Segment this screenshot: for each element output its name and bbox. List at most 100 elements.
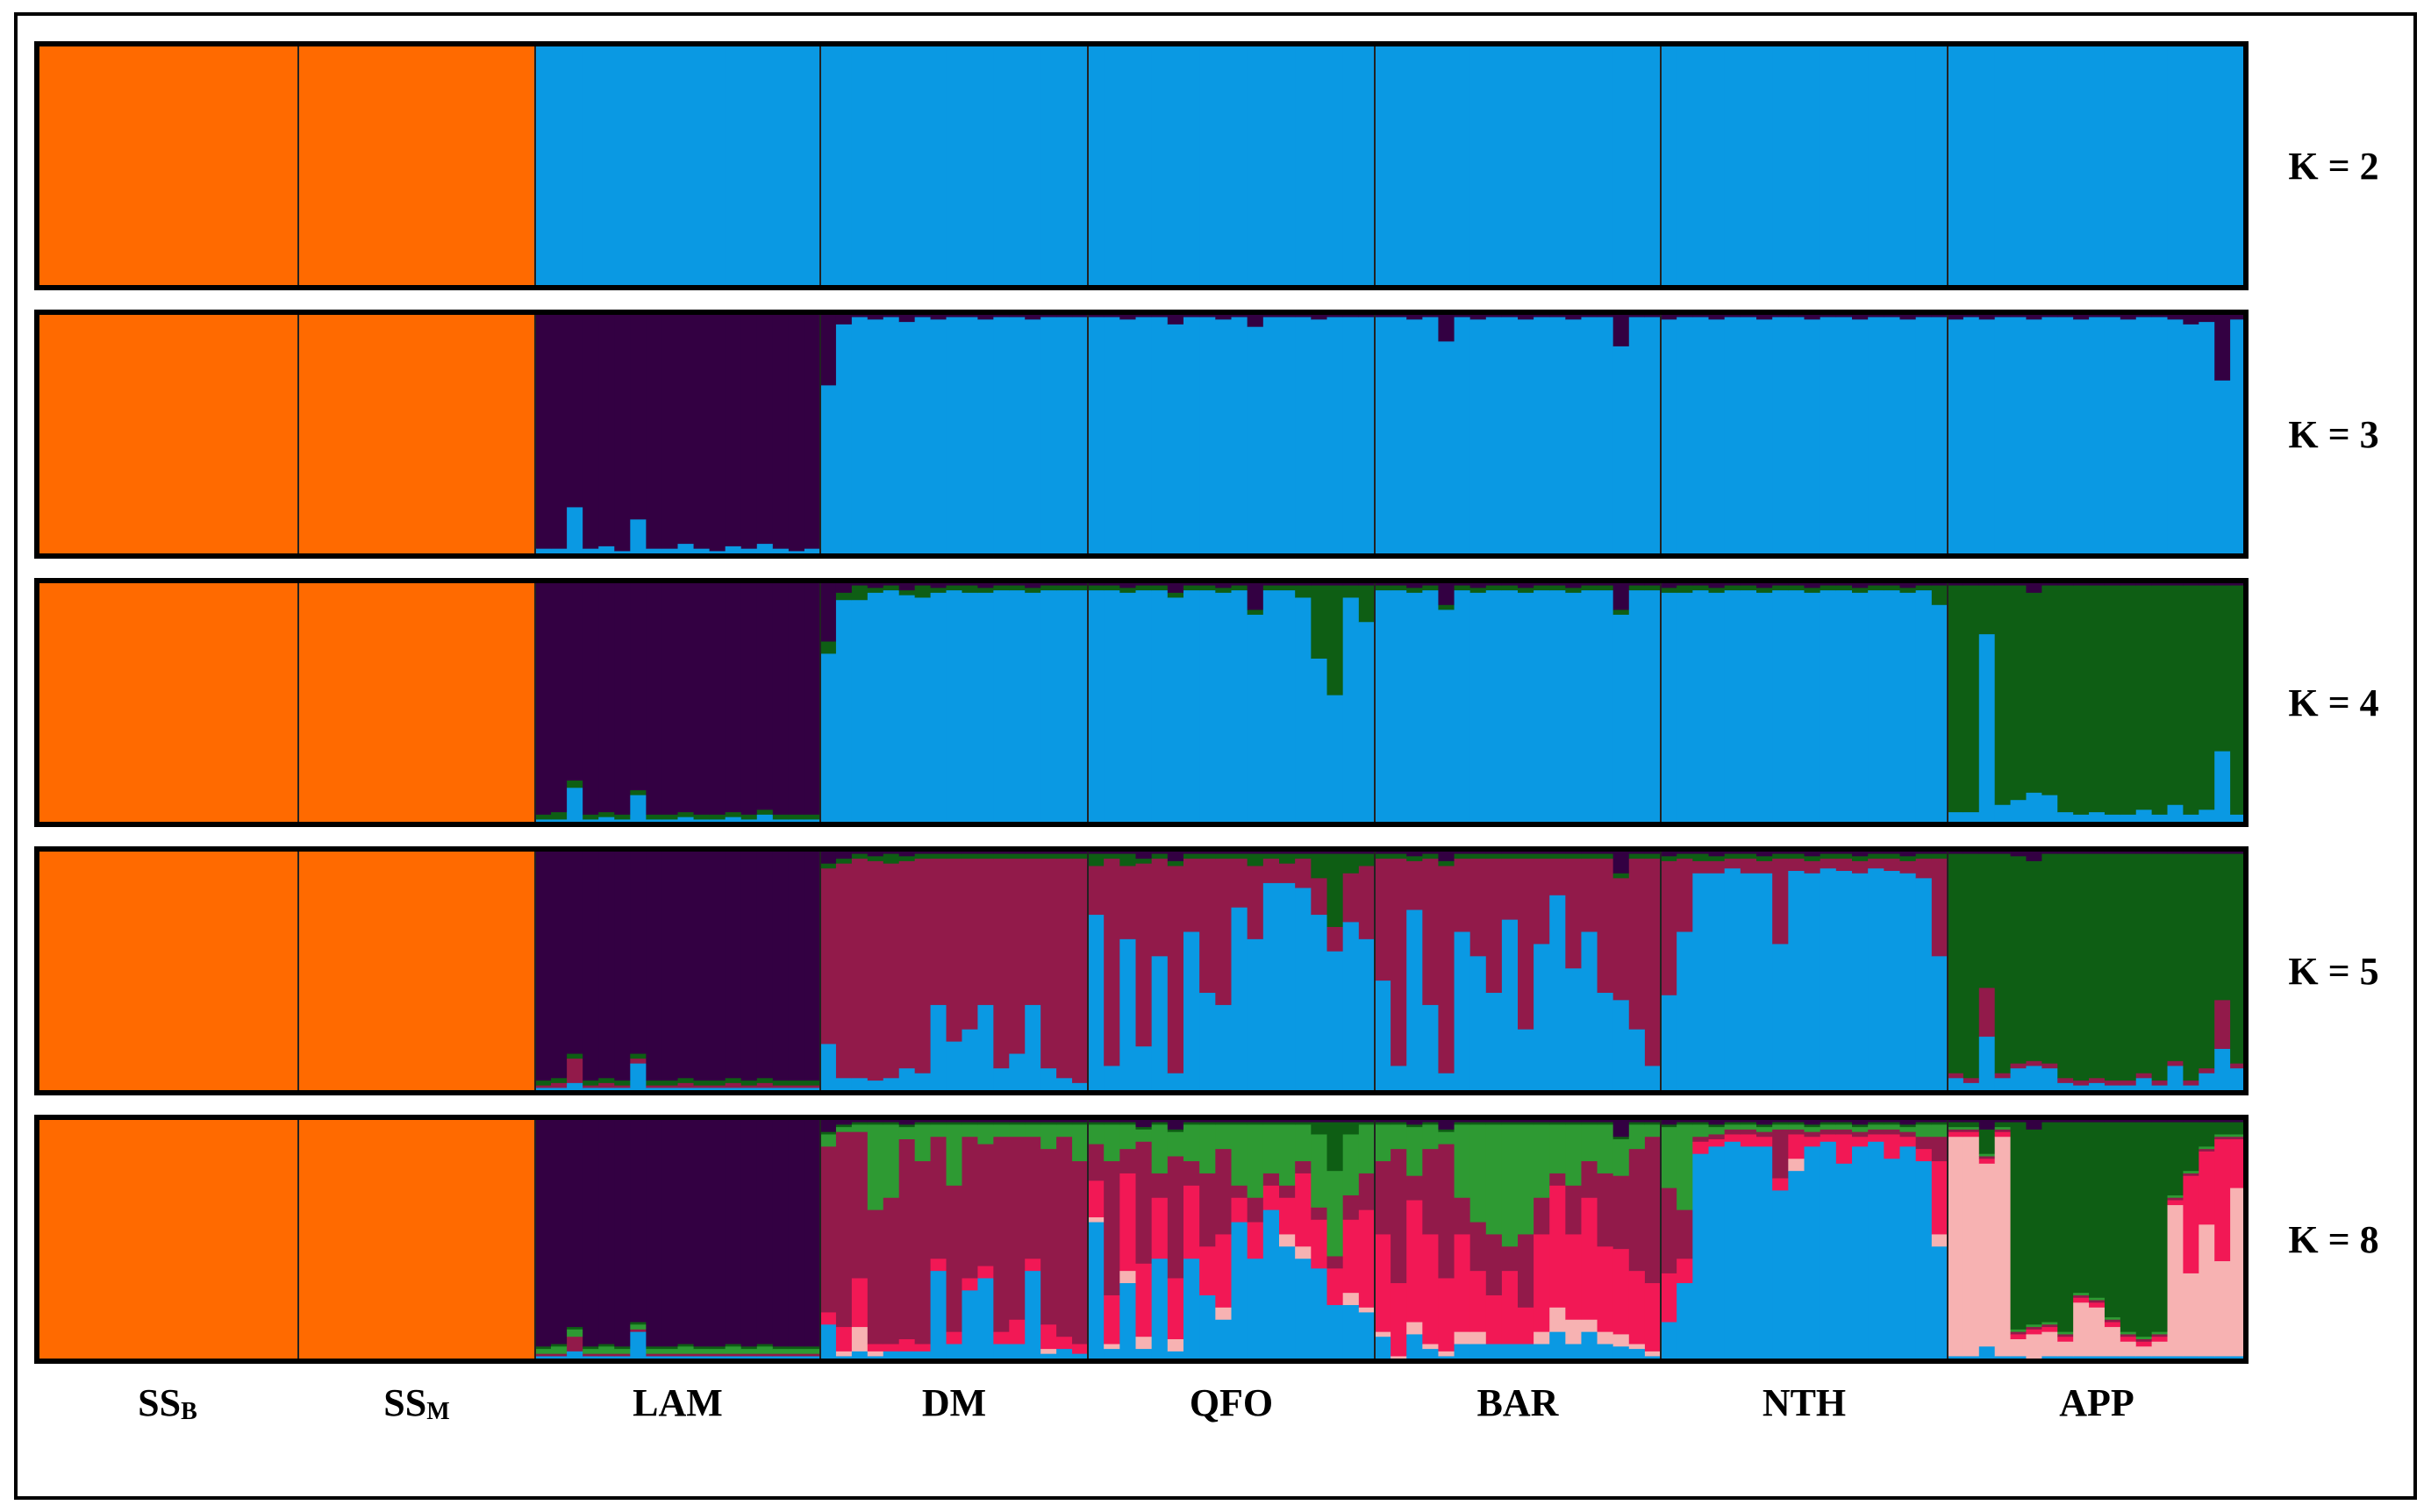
admixture-bar-bar-2-lightgreen (1391, 1124, 1407, 1150)
admixture-bar-nth-18-maroon (1931, 1137, 1948, 1162)
admixture-bar-qfo-16-green (1326, 1122, 1344, 1172)
admixture-bar-nth-9-blue (1788, 871, 1805, 1094)
admixture-bar-bar-13-blue (1565, 319, 1583, 557)
admixture-bar-bar-9-blue (1501, 317, 1519, 557)
admixture-bar-lam-5-purple (598, 312, 615, 547)
admixture-bar-app-17-green (2199, 853, 2215, 1069)
admixture-bar-app-8-blue (2057, 1082, 2074, 1094)
admixture-bar-qfo-18-blue (1358, 938, 1376, 1094)
admixture-bar-bar-11-blue (1534, 44, 1550, 289)
admixture-bar-dm-6-green (898, 590, 916, 596)
admixture-bar-dm-6-green (898, 856, 916, 862)
admixture-bar-nth-15-maroon (1884, 859, 1901, 872)
admixture-bar-app-1-blue (1948, 319, 1964, 557)
admixture-bar-bar-8-green (1485, 1122, 1503, 1125)
admixture-bar-nth-5-green (1724, 1122, 1741, 1125)
admixture-bar-app-15-blue (2167, 319, 2184, 557)
admixture-bar-qfo-17-purple (1342, 581, 1360, 587)
admixture-bar-dm-8-maroon (930, 1137, 947, 1259)
admixture-bar-nth-18-green (1931, 853, 1948, 859)
admixture-bar-lam-17-purple (788, 581, 805, 816)
admixture-bar-app-13-blue (2135, 1078, 2153, 1094)
admixture-bar-nth-16-purple (1899, 849, 1917, 857)
admixture-bar-nth-5-purple (1724, 581, 1741, 587)
admixture-bar-ssb-4-orange (115, 849, 142, 1091)
admixture-bar-bar-14-blue (1581, 44, 1598, 289)
admixture-bar-dm-2-purple (835, 312, 853, 325)
admixture-bar-bar-8-blue (1485, 993, 1503, 1094)
admixture-bar-lam-16-purple (772, 581, 790, 816)
admixture-bar-bar-17-green (1628, 1122, 1646, 1125)
admixture-bar-bar-5-purple (1438, 581, 1455, 606)
admixture-bar-qfo-18-blue (1358, 1312, 1376, 1362)
admixture-bar-bar-16-purple (1612, 581, 1630, 610)
admixture-bar-app-2-purple (1963, 1117, 1980, 1123)
admixture-bar-nth-8-maroon (1772, 859, 1789, 945)
admixture-bar-dm-11-maroon (977, 859, 994, 1006)
admixture-bar-bar-18-purple (1644, 581, 1662, 587)
admixture-bar-bar-8-purple (1485, 849, 1503, 855)
admixture-bar-lam-12-purple (709, 312, 726, 552)
admixture-bar-nth-8-blue (1772, 44, 1789, 289)
admixture-bar-dm-4-lightgreen (867, 1124, 884, 1211)
admixture-bar-app-16-pink (2183, 1273, 2199, 1357)
admixture-bar-dm-8-purple (930, 849, 947, 855)
admixture-bar-nth-11-purple (1820, 849, 1837, 855)
admixture-bar-dm-5-blue (883, 317, 900, 557)
admixture-bar-app-4-green (1994, 585, 2012, 806)
admixture-bar-dm-17-purple (1072, 312, 1089, 318)
admixture-bar-bar-2-purple (1391, 849, 1407, 855)
admixture-bar-qfo-4-pink (1135, 1337, 1153, 1350)
admixture-bar-app-5-blue (2010, 317, 2027, 557)
admixture-bar-nth-5-purple (1724, 1117, 1741, 1123)
admixture-bar-app-9-blue (2073, 1085, 2090, 1094)
admixture-bar-nth-2-purple (1677, 1117, 1693, 1123)
admixture-bar-lam-15-maroon (756, 1353, 774, 1357)
admixture-bar-ssm-5-orange (393, 581, 418, 823)
admixture-bar-lam-5-maroon (598, 1353, 615, 1357)
admixture-bar-nth-8-blue (1772, 317, 1789, 557)
admixture-bar-ssm-2-orange (322, 849, 347, 1091)
admixture-bar-app-5-blue (2010, 1068, 2027, 1094)
admixture-bar-qfo-7-green (1183, 1122, 1200, 1125)
admixture-bar-app-12-lightgreen (2120, 1331, 2137, 1335)
admixture-bar-bar-6-purple (1454, 849, 1471, 855)
admixture-bar-nth-11-purple (1820, 581, 1837, 587)
admixture-bar-lam-9-purple (661, 581, 679, 816)
admixture-bar-lam-1-blue (535, 548, 552, 557)
admixture-bar-lam-7-purple (630, 312, 647, 520)
admixture-bar-lam-9-purple (661, 849, 679, 1081)
admixture-bar-bar-2-purple (1391, 312, 1407, 318)
admixture-bar-dm-15-lightgreen (1040, 1124, 1057, 1150)
admixture-bar-bar-16-blue (1612, 1000, 1630, 1094)
admixture-bar-app-1-blue (1948, 1078, 1964, 1094)
admixture-bar-qfo-13-green (1279, 585, 1296, 591)
admixture-bar-app-12-blue (2120, 319, 2137, 557)
admixture-bar-lam-6-maroon (614, 1353, 631, 1357)
admixture-bar-ssm-6-orange (417, 849, 441, 1091)
admixture-bar-nth-5-lightgreen (1724, 1124, 1741, 1130)
admixture-bar-dm-12-blue (993, 317, 1010, 557)
admixture-bar-lam-18-maroon (804, 1085, 821, 1088)
admixture-bar-dm-5-purple (883, 581, 900, 587)
admixture-bar-qfo-5-blue (1151, 590, 1169, 825)
admixture-bar-bar-5-blue (1438, 610, 1455, 825)
admixture-bar-bar-12-red (1549, 1185, 1566, 1309)
admixture-bar-lam-15-maroon (756, 1082, 774, 1088)
admixture-bar-ssm-9-orange (488, 44, 512, 289)
admixture-bar-bar-1-maroon (1375, 859, 1391, 981)
admixture-bar-app-11-pink (2104, 1327, 2121, 1357)
admixture-bar-qfo-10-purple (1231, 1117, 1248, 1123)
admixture-bar-qfo-4-green (1135, 585, 1153, 591)
admixture-bar-qfo-11-blue (1247, 326, 1264, 557)
population-label-bar: BAR (1477, 1381, 1560, 1424)
admixture-bar-app-9-green (2073, 585, 2090, 816)
admixture-bar-bar-15-pink (1597, 1331, 1614, 1345)
admixture-bar-app-19-green (2230, 853, 2247, 1065)
admixture-bar-nth-7-maroon (1756, 860, 1773, 874)
admixture-bar-nth-1-purple (1661, 849, 1677, 857)
admixture-bar-lam-5-lightgreen (598, 1346, 615, 1355)
admixture-bar-qfo-6-purple (1167, 1117, 1184, 1130)
admixture-bar-app-14-blue (2151, 814, 2169, 825)
admixture-bar-qfo-10-green (1231, 585, 1248, 591)
